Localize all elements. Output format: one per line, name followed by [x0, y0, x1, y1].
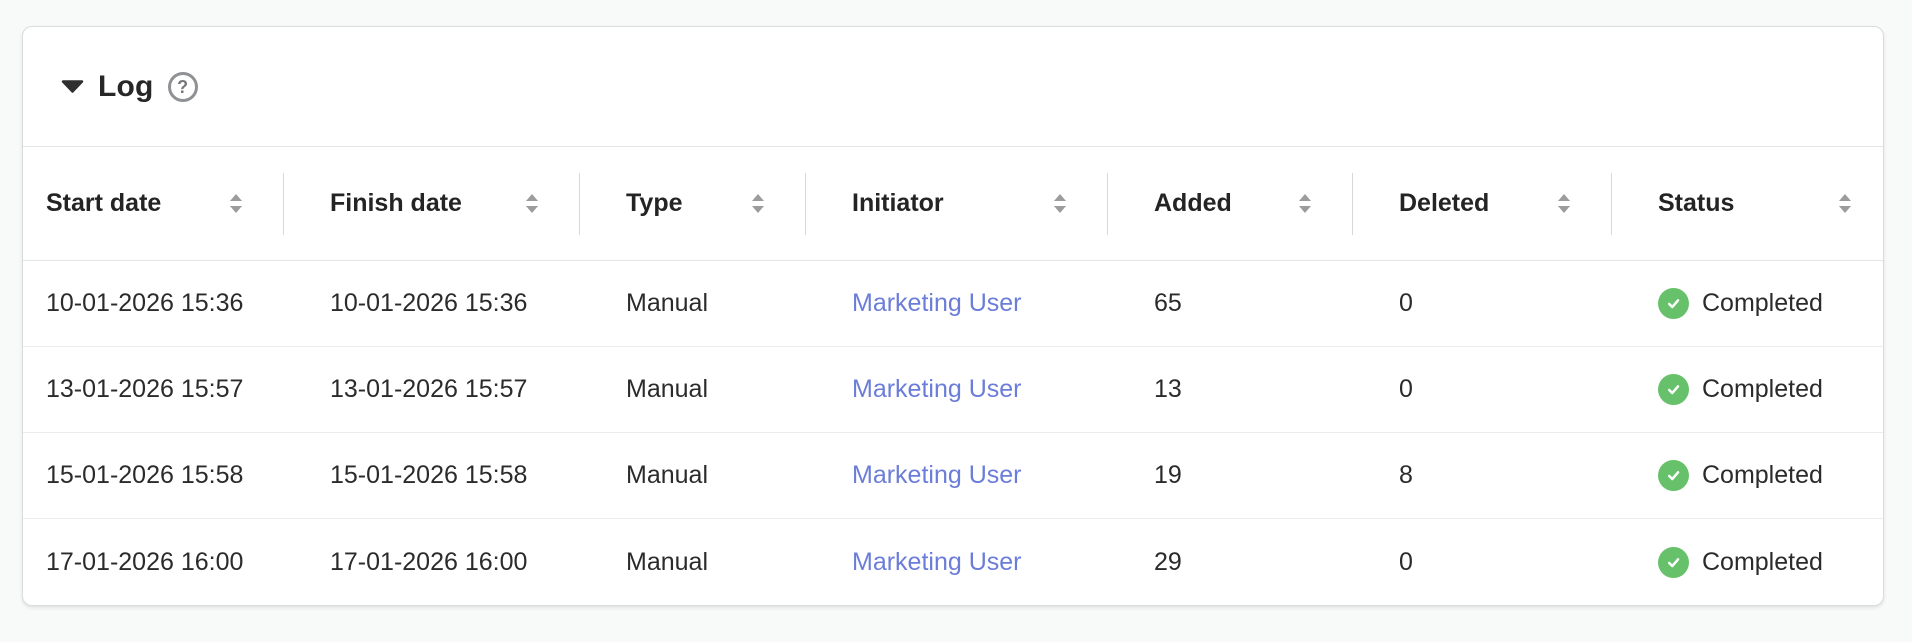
deleted-cell: 0: [1399, 289, 1413, 317]
initiator-cell: Marketing User: [806, 433, 1108, 518]
initiator-link[interactable]: Marketing User: [852, 547, 1022, 576]
column-label: Initiator: [852, 189, 944, 217]
table-row: 15-01-2026 15:58 15-01-2026 15:58 Manual…: [23, 433, 1883, 519]
type-cell: Manual: [626, 375, 708, 403]
start-date-cell: 17-01-2026 16:00: [46, 547, 244, 576]
table-row: 13-01-2026 15:57 13-01-2026 15:57 Manual…: [23, 347, 1883, 433]
added-cell: 19: [1154, 461, 1182, 489]
status-cell: Completed: [1612, 347, 1883, 432]
sort-icon[interactable]: [1839, 194, 1851, 213]
deleted-cell: 0: [1399, 375, 1413, 403]
column-label: Start date: [46, 189, 162, 217]
sort-icon[interactable]: [230, 194, 242, 213]
initiator-link[interactable]: Marketing User: [852, 289, 1022, 317]
deleted-cell: 0: [1399, 547, 1413, 576]
table-body: 10-01-2026 15:36 10-01-2026 15:36 Manual…: [23, 261, 1883, 605]
added-cell: 29: [1154, 547, 1182, 576]
panel-header: Log ?: [23, 27, 1883, 147]
column-header-added[interactable]: Added: [1108, 147, 1353, 260]
status-label: Completed: [1702, 289, 1823, 317]
initiator-cell: Marketing User: [806, 261, 1108, 346]
sort-icon[interactable]: [1299, 194, 1311, 213]
status-label: Completed: [1702, 547, 1823, 576]
status-cell: Completed: [1612, 261, 1883, 346]
sort-icon[interactable]: [526, 194, 538, 213]
column-header-finish-date[interactable]: Finish date: [284, 147, 580, 260]
initiator-link[interactable]: Marketing User: [852, 461, 1022, 489]
column-label: Deleted: [1399, 189, 1490, 217]
column-header-deleted[interactable]: Deleted: [1353, 147, 1612, 260]
column-header-status[interactable]: Status: [1612, 147, 1883, 260]
column-label: Added: [1154, 189, 1232, 217]
column-header-initiator[interactable]: Initiator: [806, 147, 1108, 260]
added-cell: 65: [1154, 289, 1182, 317]
initiator-link[interactable]: Marketing User: [852, 375, 1022, 403]
table-header-row: Start date Finish date Type Initiator Ad…: [23, 147, 1883, 261]
column-header-type[interactable]: Type: [580, 147, 806, 260]
table-row: 17-01-2026 16:00 17-01-2026 16:00 Manual…: [23, 519, 1883, 605]
status-cell: Completed: [1612, 433, 1883, 518]
type-cell: Manual: [626, 289, 708, 317]
column-label: Status: [1658, 189, 1735, 217]
type-cell: Manual: [626, 461, 708, 489]
status-success-icon: [1658, 546, 1689, 578]
status-success-icon: [1658, 288, 1689, 319]
sort-icon[interactable]: [1558, 194, 1570, 213]
sort-icon[interactable]: [1054, 194, 1066, 213]
finish-date-cell: 13-01-2026 15:57: [330, 375, 528, 403]
collapse-caret-icon[interactable]: [61, 80, 84, 93]
help-icon[interactable]: ?: [167, 71, 198, 102]
initiator-cell: Marketing User: [806, 347, 1108, 432]
finish-date-cell: 10-01-2026 15:36: [330, 289, 528, 317]
added-cell: 13: [1154, 375, 1182, 403]
status-cell: Completed: [1612, 519, 1883, 605]
log-panel: Log ? Start date Finish date Type Initia…: [22, 26, 1884, 606]
deleted-cell: 8: [1399, 461, 1413, 489]
finish-date-cell: 17-01-2026 16:00: [330, 547, 528, 576]
start-date-cell: 15-01-2026 15:58: [46, 461, 244, 489]
finish-date-cell: 15-01-2026 15:58: [330, 461, 528, 489]
column-label: Type: [626, 189, 683, 217]
column-label: Finish date: [330, 189, 462, 217]
status-label: Completed: [1702, 461, 1823, 489]
sort-icon[interactable]: [752, 194, 764, 213]
panel-title: Log: [98, 69, 154, 103]
status-label: Completed: [1702, 375, 1823, 403]
status-success-icon: [1658, 460, 1689, 491]
type-cell: Manual: [626, 547, 708, 576]
column-header-start-date[interactable]: Start date: [23, 147, 284, 260]
status-success-icon: [1658, 374, 1689, 405]
initiator-cell: Marketing User: [806, 519, 1108, 605]
start-date-cell: 10-01-2026 15:36: [46, 289, 244, 317]
table-row: 10-01-2026 15:36 10-01-2026 15:36 Manual…: [23, 261, 1883, 347]
start-date-cell: 13-01-2026 15:57: [46, 375, 244, 403]
